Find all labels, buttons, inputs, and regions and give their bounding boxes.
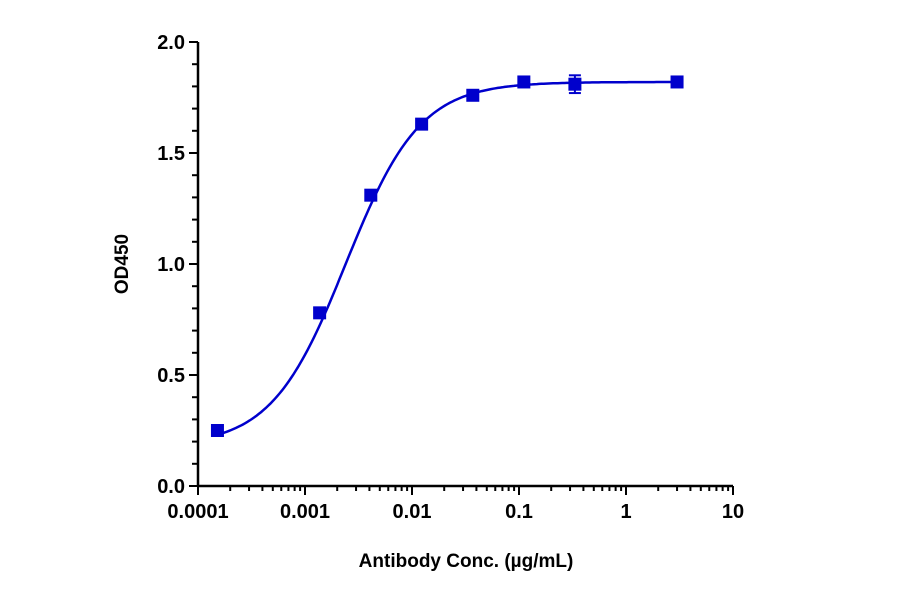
y-tick-label: 0.5: [157, 365, 185, 387]
y-axis-title: OD450: [112, 234, 133, 294]
data-point-marker: [313, 306, 327, 320]
data-point-marker: [415, 117, 429, 131]
y-tick-label: 1.0: [157, 254, 185, 276]
data-points: [210, 74, 684, 437]
y-tick-label: 1.5: [157, 143, 185, 165]
data-point-marker: [210, 424, 224, 437]
data-point-marker: [568, 77, 582, 91]
data-point-marker: [466, 88, 480, 102]
x-tick-label: 1: [620, 501, 631, 523]
y-tick-label: 2.0: [157, 32, 185, 54]
fit-curve: [217, 80, 678, 436]
x-axis-title: Antibody Conc. (µg/mL): [359, 551, 574, 572]
x-tick-label: 0.1: [505, 501, 533, 523]
x-axis: 0.0001 0.001 0.01 0.1 1 10: [167, 484, 744, 523]
data-point-marker: [517, 75, 531, 89]
x-tick-label: 0.001: [280, 501, 330, 523]
y-tick-label: 0.0: [157, 476, 185, 498]
data-point-marker: [364, 188, 378, 202]
x-tick-label: 0.0001: [167, 501, 228, 523]
y-axis: 0.0 0.5 1.0 1.5 2.0: [157, 32, 200, 498]
x-tick-label: 10: [722, 501, 744, 523]
x-tick-label: 0.01: [393, 501, 432, 523]
data-point-marker: [670, 75, 684, 89]
